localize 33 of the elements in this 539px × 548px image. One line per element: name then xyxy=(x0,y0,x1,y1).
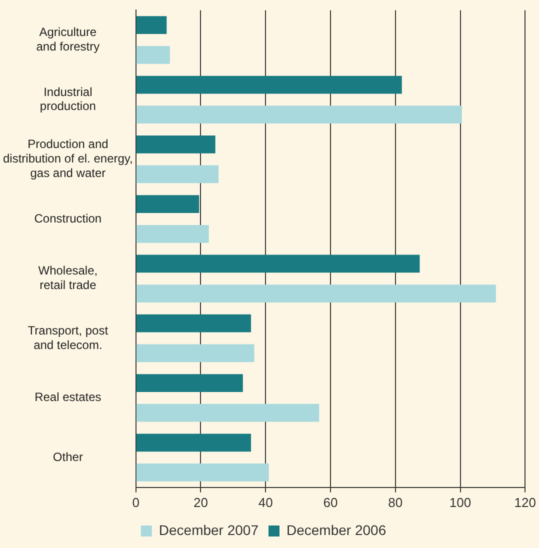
x-tick-label: 60 xyxy=(323,494,338,510)
legend-label: December 2006 xyxy=(286,522,386,538)
bar xyxy=(136,314,252,332)
bar xyxy=(136,404,320,422)
bar xyxy=(136,165,219,184)
y-tick-label: Production and distribution of el. energy, gas and water xyxy=(2,137,133,180)
x-tick-label: 0 xyxy=(132,494,140,510)
y-tick-label: Agriculture and forestry xyxy=(36,25,100,54)
x-tick-label: 40 xyxy=(258,494,273,510)
bar xyxy=(136,284,496,302)
x-tick-label: 100 xyxy=(449,494,472,510)
bar xyxy=(136,344,254,362)
x-tick-label: 120 xyxy=(514,494,536,510)
bar xyxy=(136,46,170,64)
y-tick-label: Real estates xyxy=(34,390,102,404)
bar xyxy=(136,254,420,273)
bar xyxy=(136,135,216,154)
y-tick-label: Other xyxy=(52,450,83,464)
y-tick-label: Industrial production xyxy=(40,84,96,114)
bar xyxy=(136,195,200,214)
bar xyxy=(136,76,402,94)
legend-label: December 2007 xyxy=(158,522,259,538)
bar xyxy=(136,224,209,243)
bar xyxy=(136,374,243,392)
y-tick-label: Construction xyxy=(34,211,102,226)
x-tick-label: 20 xyxy=(194,494,208,510)
bar xyxy=(136,106,462,124)
bar xyxy=(136,464,269,482)
y-tick-label: Transport, post and telecom. xyxy=(28,323,109,352)
bar xyxy=(136,434,252,452)
bar xyxy=(136,16,167,34)
y-tick-label: Wholesale, retail trade xyxy=(38,264,98,292)
x-tick-label: 80 xyxy=(388,494,403,510)
